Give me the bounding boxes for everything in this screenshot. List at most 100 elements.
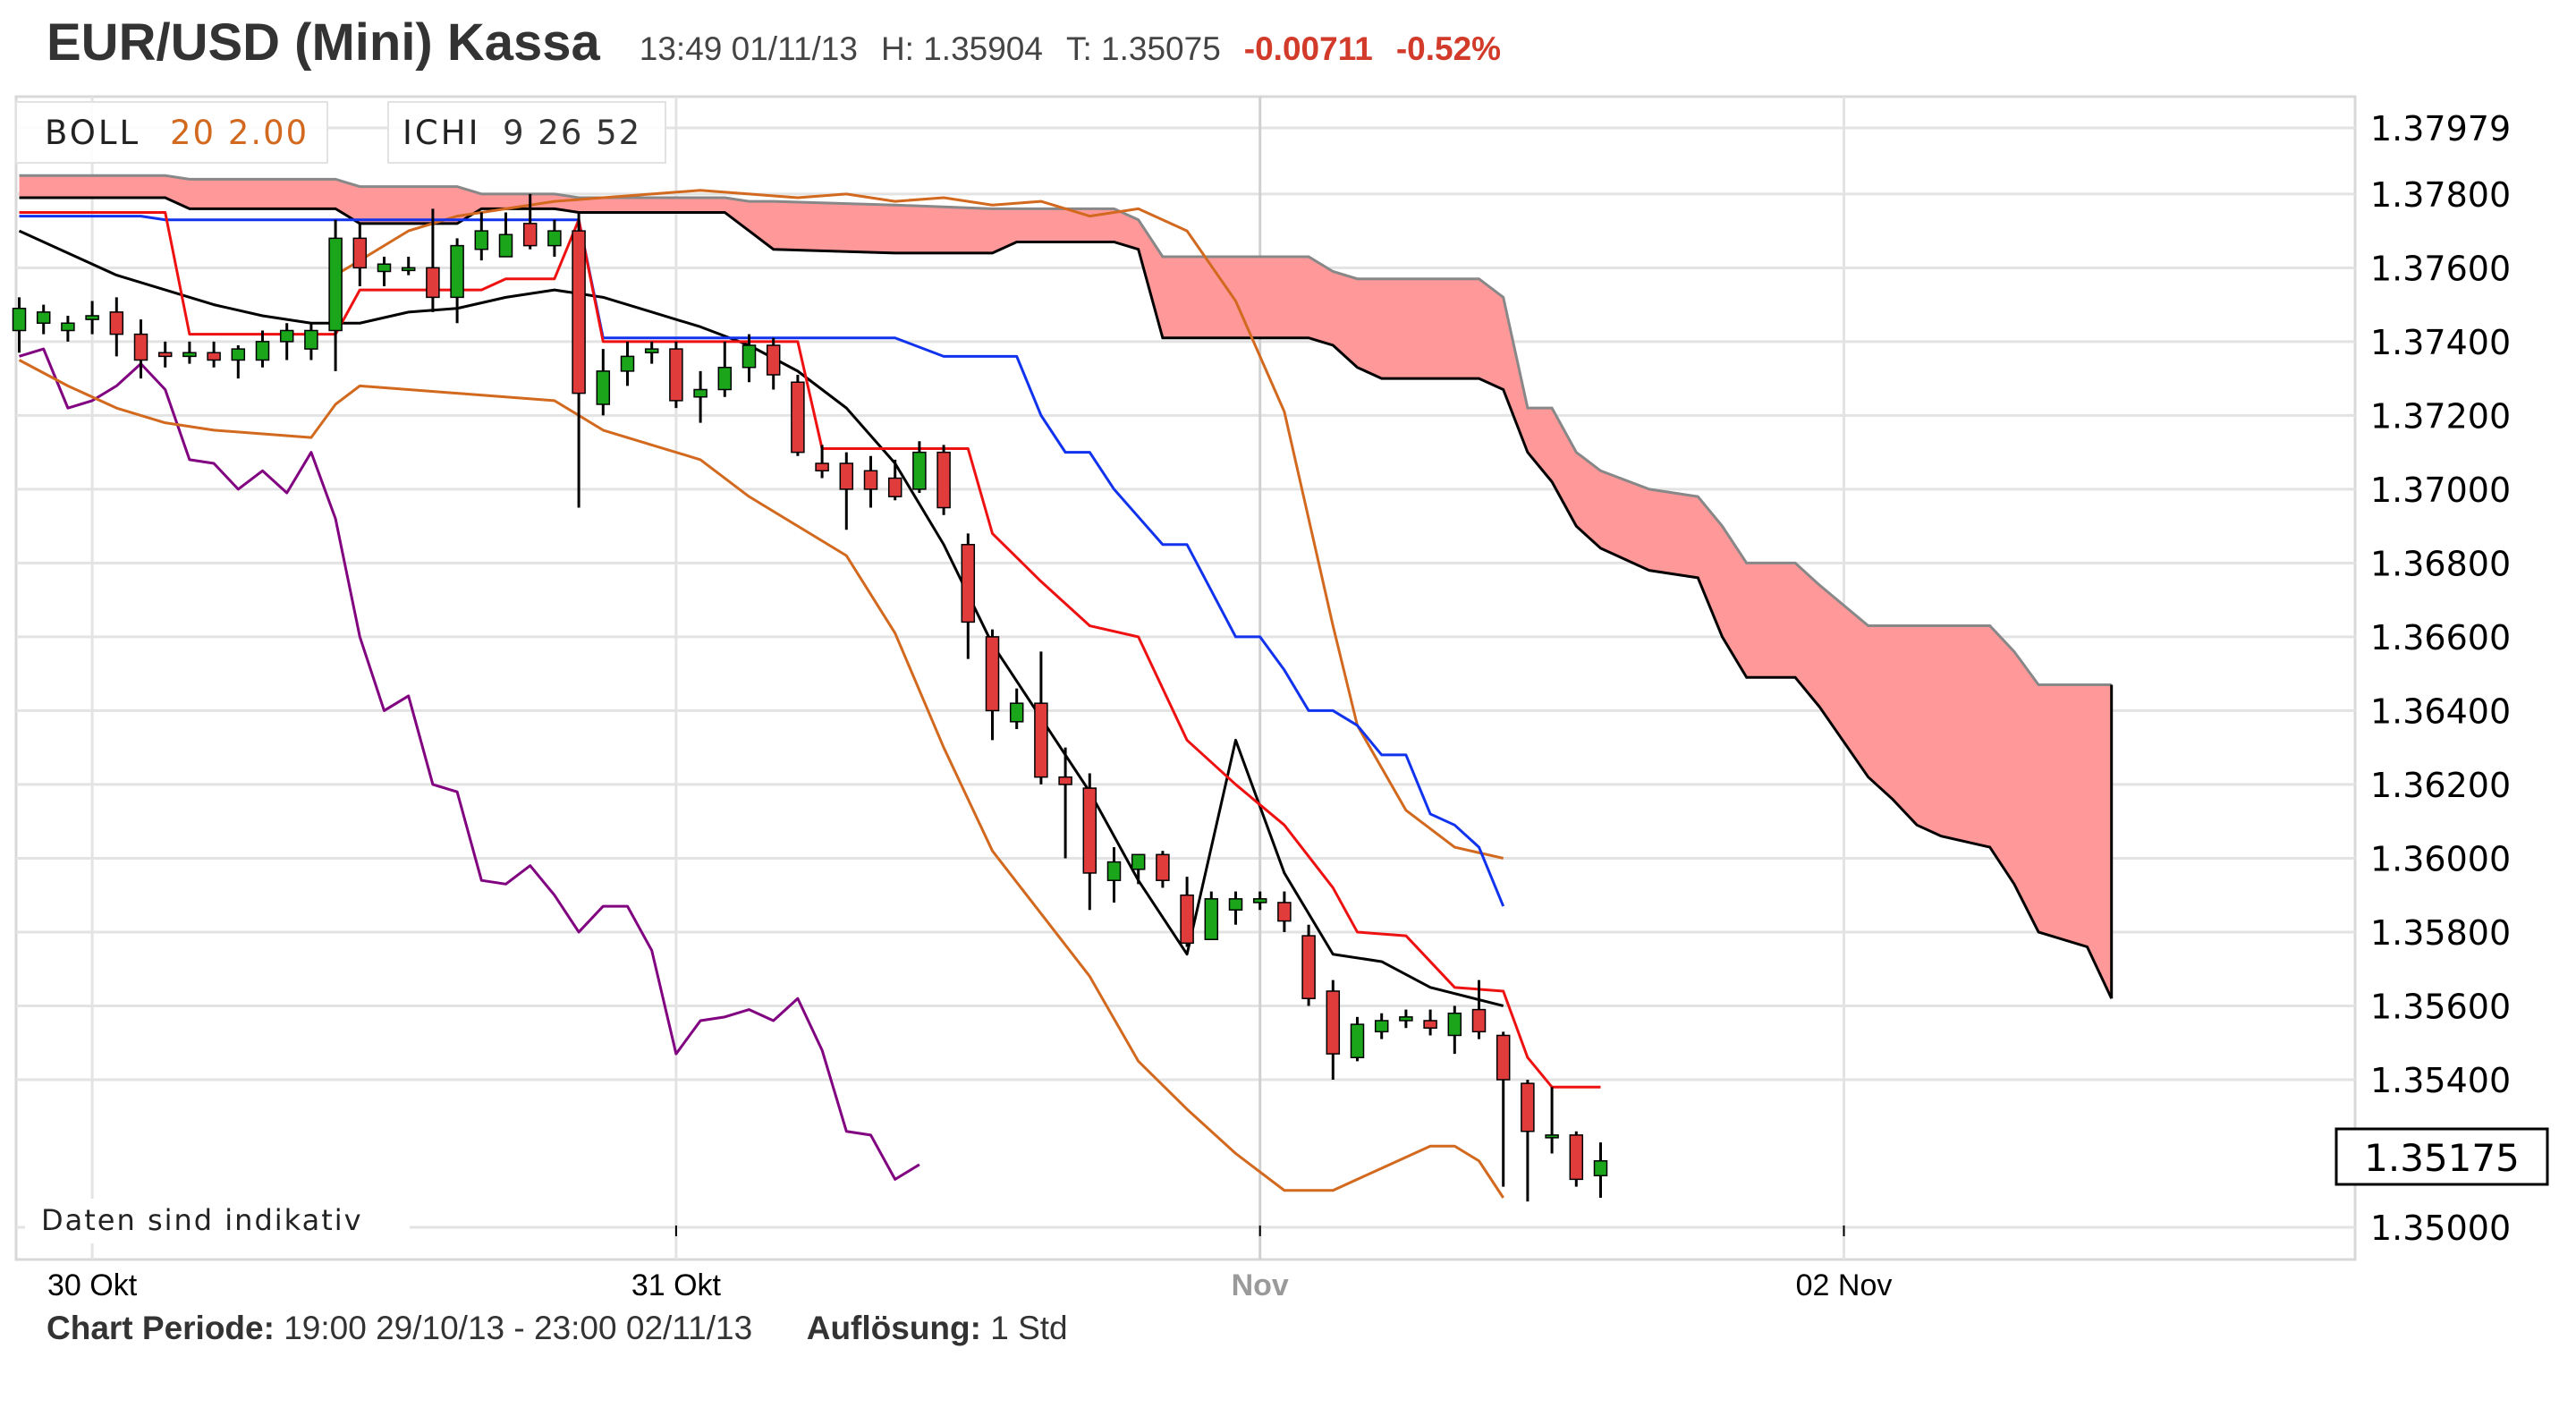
period-label: Chart Periode: (47, 1310, 275, 1346)
candle-body (839, 462, 854, 490)
y-tick-label: 1.37200 (2370, 396, 2511, 436)
candle-body (1204, 898, 1219, 940)
senkou-a-line (19, 174, 2112, 687)
change-percent: -0.52% (1395, 30, 1502, 67)
candle-body (61, 322, 75, 332)
candle-body (741, 344, 757, 369)
candle-body (644, 348, 659, 353)
candle-body (182, 352, 197, 358)
candle-body (1593, 1159, 1608, 1176)
candle-body (717, 366, 733, 391)
candle-body (109, 311, 124, 335)
y-tick-label: 1.35000 (2370, 1209, 2511, 1248)
candle-body (474, 230, 489, 250)
y-tick-label: 1.36400 (2370, 691, 2511, 731)
x-tick-label: 02 Nov (1796, 1268, 1893, 1302)
y-axis: 1.37979 1.37800 1.37600 1.37400 1.37200 1.370… (2370, 109, 2511, 1248)
candles (12, 193, 1608, 1202)
chart-title: EUR/USD (Mini) Kassa (47, 13, 600, 72)
candle-body (377, 263, 392, 273)
candle-body (450, 244, 464, 299)
candle-body (1058, 776, 1072, 785)
candle-body (1350, 1023, 1365, 1058)
candle-body (255, 341, 270, 361)
y-tick-label: 1.35600 (2370, 987, 2511, 1026)
candle-body (596, 370, 611, 405)
candle-body (693, 388, 708, 398)
note-indicative: Daten sind indikativ (41, 1203, 363, 1237)
y-tick-label: 1.36000 (2370, 839, 2511, 878)
legend-boll-name: BOLL (45, 114, 140, 152)
candle-body (1326, 990, 1341, 1055)
candle-body (12, 307, 27, 332)
x-axis: 30 Okt 31 Okt Nov 02 Nov (47, 1226, 1892, 1302)
candle-body (1252, 898, 1267, 903)
candle-body (863, 470, 878, 490)
ichimoku-cloud (19, 174, 2114, 999)
candle-body (547, 230, 562, 247)
legend-ichi[interactable]: ICHI 9 26 52 (387, 101, 666, 164)
boll-lower-line (18, 359, 1504, 1199)
footer: Chart Periode: 19:00 29/10/13 - 23:00 02… (47, 1310, 1068, 1347)
candle-body (1447, 1012, 1462, 1037)
candle-body (1545, 1134, 1559, 1139)
candle-body (85, 315, 99, 320)
candle-body (985, 636, 1000, 712)
period-value: 19:00 29/10/13 - 23:00 02/11/13 (284, 1310, 753, 1346)
chikou-line (19, 347, 920, 1181)
candle-body (912, 451, 927, 490)
resolution-value: 1 Std (990, 1310, 1068, 1346)
candle-body (1423, 1020, 1437, 1029)
x-tick-label: 31 Okt (631, 1268, 722, 1302)
y-tick-label: 1.37000 (2370, 471, 2511, 510)
candle-body (426, 267, 440, 299)
candle-body (1034, 702, 1048, 778)
candle-body (1374, 1020, 1389, 1033)
candle-body (1106, 861, 1122, 881)
candle-body (1156, 853, 1170, 881)
legend-ichi-box (387, 101, 666, 164)
candle-body (766, 344, 781, 376)
candle-body (1131, 853, 1146, 870)
candle-body (231, 348, 246, 361)
legend-ichi-params: 9 26 52 (503, 114, 641, 152)
y-tick-label: 1.37400 (2370, 323, 2511, 362)
legend-boll-params: 20 2.00 (170, 114, 309, 152)
y-tick-label: 1.35800 (2370, 913, 2511, 953)
candle-body (304, 329, 318, 350)
header: EUR/USD (Mini) Kassa 13:49 01/11/13 H: 1… (47, 13, 1524, 84)
candle-body (669, 348, 683, 402)
last-price-box (2334, 1127, 2549, 1186)
candle-body (936, 451, 951, 509)
candle-body (1009, 702, 1024, 723)
senkou-b-line (19, 196, 2114, 999)
legend-boll[interactable]: BOLL 20 2.00 (15, 101, 328, 164)
candle-body (498, 233, 513, 258)
y-tick-label: 1.37979 (2370, 109, 2511, 148)
candle-body (1569, 1134, 1584, 1181)
y-tick-label: 1.35400 (2370, 1061, 2511, 1100)
candle-body (1399, 1016, 1413, 1022)
change-value: -0.00711 (1243, 30, 1373, 67)
boll-upper-line (335, 189, 1504, 860)
candle-body (133, 333, 148, 361)
candle-body (1471, 1008, 1487, 1033)
candle-body (572, 230, 586, 394)
candle-body (1301, 935, 1316, 999)
candle-body (887, 477, 902, 497)
tenkan-line (19, 210, 1601, 1089)
y-tick-label: 1.37800 (2370, 175, 2511, 215)
high-value: H: 1.35904 (880, 30, 1043, 67)
quote-time: 13:49 01/11/13 (639, 30, 858, 67)
last-price-label: 1.35175 (2364, 1136, 2520, 1180)
candle-body (1496, 1034, 1511, 1081)
kijun-line (19, 215, 1505, 907)
candle-body (1521, 1082, 1535, 1132)
candle-body (352, 237, 368, 269)
y-tick-label: 1.36200 (2370, 766, 2511, 805)
y-tick-label: 1.36600 (2370, 618, 2511, 657)
candle-body (401, 267, 416, 272)
y-tick-label: 1.37600 (2370, 249, 2511, 288)
candle-body (620, 355, 635, 372)
